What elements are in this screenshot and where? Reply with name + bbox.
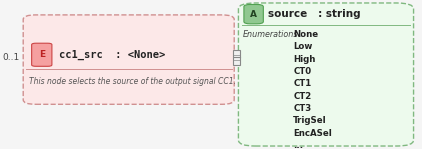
Text: CT3: CT3 <box>293 104 311 113</box>
Text: EncASel: EncASel <box>293 129 332 138</box>
Text: E: E <box>39 50 45 59</box>
Text: This node selects the source of the output signal CC1.: This node selects the source of the outp… <box>29 77 236 86</box>
Text: CT0: CT0 <box>293 67 311 76</box>
Bar <box>233 50 240 65</box>
FancyBboxPatch shape <box>244 4 263 24</box>
FancyBboxPatch shape <box>238 3 414 146</box>
FancyBboxPatch shape <box>32 43 52 66</box>
Text: Low: Low <box>293 42 313 51</box>
Text: None: None <box>293 30 319 39</box>
Text: source   : string: source : string <box>268 9 361 19</box>
Text: TrigSel: TrigSel <box>293 116 327 125</box>
Text: CT2: CT2 <box>293 92 311 101</box>
Text: 0..1: 0..1 <box>2 53 19 62</box>
Text: CT1: CT1 <box>293 79 311 88</box>
Text: High: High <box>293 55 316 63</box>
Text: cc1_src  : <None>: cc1_src : <None> <box>59 50 165 60</box>
Text: Enumerations: Enumerations <box>243 30 299 39</box>
FancyBboxPatch shape <box>23 15 234 104</box>
Text: A: A <box>250 10 257 19</box>
Text: ...: ... <box>293 141 303 149</box>
